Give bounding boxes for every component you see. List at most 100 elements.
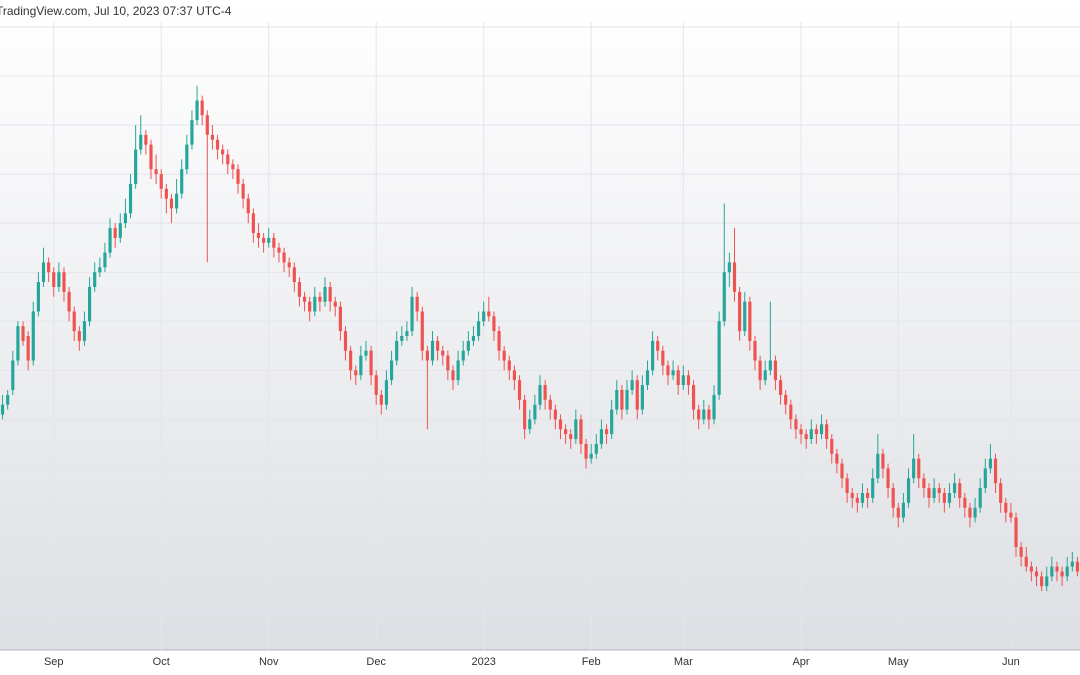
candle-body [221, 149, 225, 155]
candle-body [16, 326, 20, 361]
candle-body [333, 301, 337, 307]
candle-body [476, 321, 481, 336]
candle-body [400, 336, 404, 341]
candle-body [272, 237, 276, 248]
candle-body [430, 340, 435, 361]
candle-body [359, 355, 363, 376]
x-tick-label: Sep [44, 656, 64, 668]
candle-body [553, 409, 557, 420]
candle-body [507, 360, 511, 371]
x-tick-label: May [888, 656, 909, 668]
candle-body [134, 149, 138, 184]
candle-body [139, 134, 143, 150]
candle-body [185, 144, 189, 170]
candle-body [901, 502, 905, 518]
candle-body [548, 399, 552, 410]
candle-body [912, 458, 916, 479]
candle-body [159, 174, 163, 189]
candle-body [72, 311, 76, 332]
candle-body [799, 429, 803, 435]
candle-body [958, 483, 962, 498]
candle-body [369, 350, 373, 376]
candle-body [87, 286, 92, 322]
candle-body [251, 213, 255, 233]
candle-body [896, 507, 900, 518]
candle-body [308, 301, 312, 312]
candle-body [671, 370, 675, 376]
candle-body [175, 193, 179, 209]
candle-body [487, 311, 491, 317]
candle-body [205, 115, 209, 135]
candle-body [738, 291, 742, 332]
candle-body [732, 262, 737, 292]
candle-body [215, 139, 220, 150]
candle-body [190, 120, 194, 145]
candle-body [282, 252, 286, 263]
candle-body [313, 296, 317, 312]
candle-body [287, 262, 291, 268]
candle-body [26, 336, 30, 361]
time-axis-band [0, 650, 1080, 675]
candle-body [31, 311, 35, 361]
candle-body [947, 493, 952, 503]
candle-body [1024, 556, 1028, 567]
candle-body [635, 380, 639, 410]
candle-body [927, 488, 931, 498]
candle-body [993, 458, 998, 484]
candle-body [579, 419, 583, 444]
candle-body [466, 340, 470, 351]
candle-body [840, 463, 844, 479]
x-tick-label: Apr [792, 656, 809, 668]
candle-body [830, 439, 834, 454]
candle-body [615, 389, 619, 410]
candle-body [645, 370, 650, 386]
candle-body [855, 497, 859, 503]
candle-body [640, 385, 644, 410]
candle-body [41, 262, 46, 283]
candle-body [410, 296, 414, 332]
candle-body [241, 183, 245, 199]
candle-body [98, 267, 102, 273]
candle-body [876, 453, 880, 479]
candle-body [144, 134, 148, 145]
candle-body [1029, 566, 1033, 572]
x-tick-label: Nov [259, 656, 279, 668]
candle-body [691, 385, 696, 410]
candle-body [963, 497, 967, 508]
candle-body [374, 375, 378, 395]
candle-body [630, 380, 634, 390]
candle-body [584, 443, 588, 459]
candle-body [825, 424, 829, 440]
candle-body [415, 296, 419, 312]
candle-body [451, 370, 455, 381]
candle-body [656, 340, 660, 351]
candle-body [937, 488, 941, 493]
candle-body [180, 169, 184, 194]
candle-body [753, 340, 757, 361]
x-tick-label: Dec [366, 656, 386, 668]
candle-body [6, 394, 10, 405]
candle-body [589, 453, 593, 459]
candle-body [968, 507, 972, 518]
candle-body [778, 380, 783, 395]
candle-body [471, 336, 476, 341]
candle-body [389, 360, 394, 381]
candle-body [364, 350, 368, 356]
x-tick-label: Mar [674, 656, 693, 668]
candle-body [620, 389, 624, 410]
candle-body [226, 154, 230, 165]
candle-body [62, 272, 66, 292]
candle-body [0, 404, 5, 415]
candle-body [482, 311, 486, 322]
candle-body [103, 252, 107, 268]
candle-body [533, 404, 537, 420]
candle-body [512, 370, 516, 381]
candle-body [891, 488, 895, 508]
candle-body [113, 228, 117, 238]
candle-body [57, 272, 61, 287]
candle-body [942, 493, 946, 503]
candle-body [999, 483, 1003, 503]
candle-body [676, 370, 680, 386]
candle-body [349, 350, 353, 371]
